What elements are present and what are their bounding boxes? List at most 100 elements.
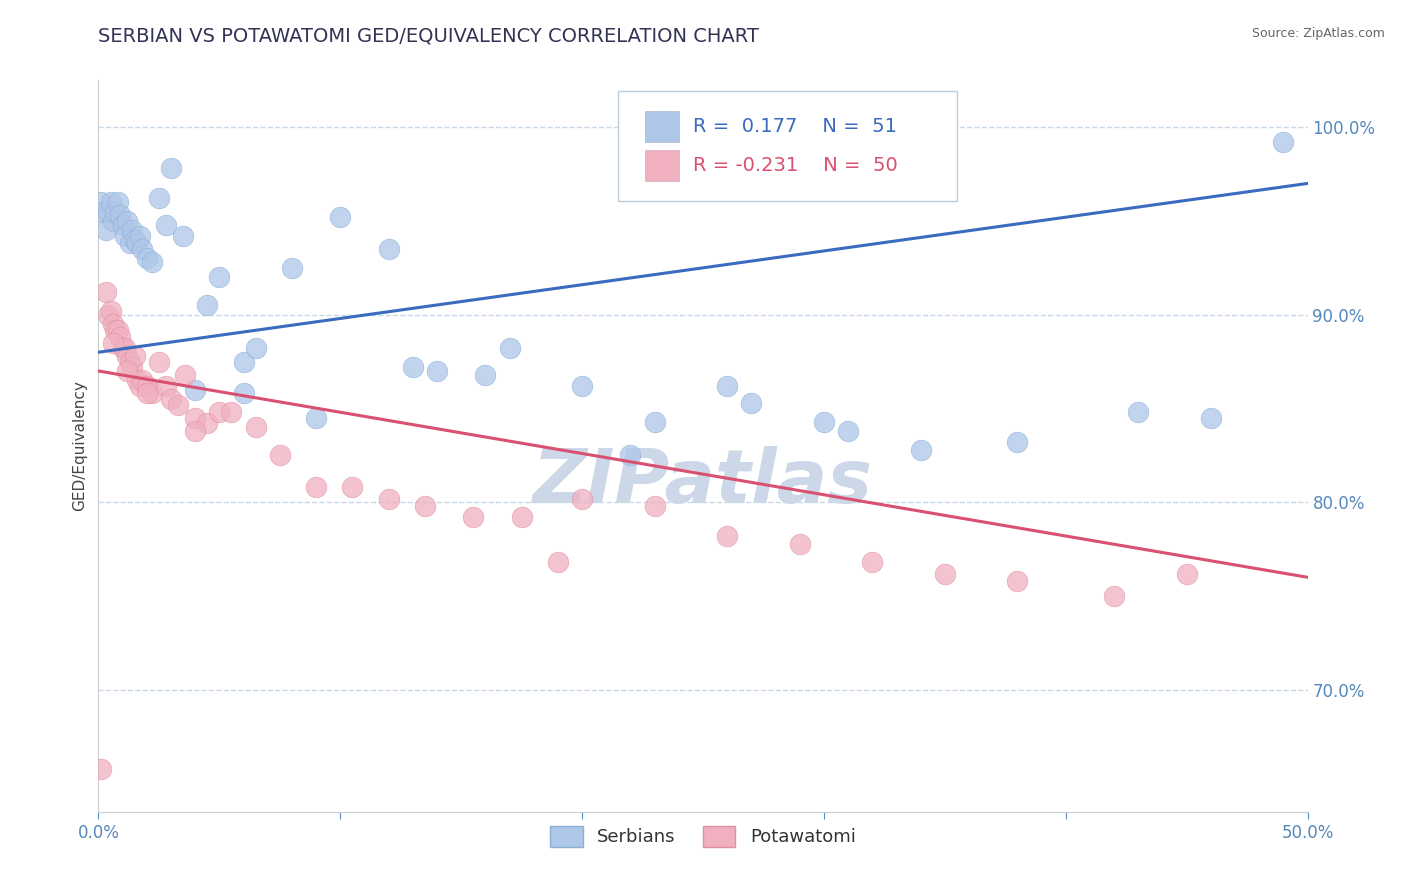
Point [329, 210, 352, 224]
Point [377, 242, 399, 256]
Point [108, 330, 131, 344]
Point [377, 491, 399, 506]
Point [90, 195, 112, 210]
Point [281, 260, 304, 275]
Point [269, 449, 291, 463]
Text: Source: ZipAtlas.com: Source: ZipAtlas.com [1251, 27, 1385, 40]
Point [934, 566, 956, 581]
Point [837, 424, 859, 438]
Point [155, 379, 177, 393]
Point [172, 229, 194, 244]
Point [101, 214, 124, 228]
Point [160, 392, 183, 406]
Text: R =  0.177    N =  51: R = 0.177 N = 51 [693, 117, 897, 136]
Point [245, 342, 267, 356]
Point [114, 342, 136, 356]
Point [740, 396, 762, 410]
Point [571, 491, 593, 506]
Y-axis label: GED/Equivalency: GED/Equivalency [72, 381, 87, 511]
Point [128, 229, 150, 244]
Point [127, 236, 149, 251]
Point [135, 379, 157, 393]
Text: SERBIAN VS POTAWATOMI GED/EQUIVALENCY CORRELATION CHART: SERBIAN VS POTAWATOMI GED/EQUIVALENCY CO… [98, 27, 759, 45]
Point [107, 195, 129, 210]
Point [131, 373, 153, 387]
Point [547, 555, 569, 569]
Point [97, 308, 120, 322]
Point [498, 342, 520, 356]
Point [135, 252, 157, 266]
Point [716, 379, 738, 393]
Point [117, 349, 139, 363]
Point [117, 214, 139, 228]
Point [644, 499, 666, 513]
Point [108, 208, 131, 222]
Point [117, 364, 139, 378]
Point [232, 386, 254, 401]
Point [91, 204, 114, 219]
Point [1175, 566, 1198, 581]
Point [221, 405, 243, 419]
Point [94, 285, 117, 300]
Point [124, 233, 146, 247]
FancyBboxPatch shape [645, 151, 679, 181]
Point [174, 368, 197, 382]
Point [100, 195, 122, 210]
Point [474, 368, 496, 382]
Point [141, 255, 163, 269]
Point [910, 442, 932, 457]
Point [155, 218, 177, 232]
Point [644, 415, 666, 429]
Point [135, 386, 157, 401]
FancyBboxPatch shape [645, 111, 679, 142]
Point [208, 405, 231, 419]
Point [426, 364, 449, 378]
Point [104, 323, 127, 337]
Point [101, 317, 124, 331]
Point [813, 415, 835, 429]
Point [305, 410, 328, 425]
Point [128, 379, 150, 393]
Point [860, 555, 883, 569]
FancyBboxPatch shape [619, 91, 957, 201]
Point [1007, 435, 1029, 450]
Point [124, 349, 146, 363]
Point [195, 298, 218, 312]
Point [184, 424, 207, 438]
Point [184, 410, 207, 425]
Point [342, 480, 364, 494]
Point [127, 373, 149, 387]
Point [131, 242, 153, 256]
Point [97, 204, 120, 219]
Point [619, 449, 641, 463]
Point [402, 360, 425, 375]
Point [245, 420, 267, 434]
Point [118, 236, 141, 251]
Point [195, 417, 218, 431]
Point [94, 223, 117, 237]
Point [789, 536, 811, 550]
Point [104, 204, 127, 219]
Legend: Serbians, Potawatomi: Serbians, Potawatomi [543, 819, 863, 854]
Point [208, 270, 231, 285]
Point [1199, 410, 1222, 425]
Point [111, 218, 134, 232]
Point [1102, 589, 1125, 603]
Text: ZIPatlas: ZIPatlas [533, 446, 873, 519]
Point [90, 762, 112, 776]
Point [1128, 405, 1150, 419]
Point [463, 510, 485, 524]
Point [1007, 574, 1029, 588]
Point [1272, 135, 1295, 149]
Point [101, 335, 124, 350]
Point [114, 229, 136, 244]
Point [141, 386, 163, 401]
Point [571, 379, 593, 393]
Point [107, 323, 129, 337]
Point [305, 480, 328, 494]
Point [118, 354, 141, 368]
Point [716, 529, 738, 543]
Point [232, 354, 254, 368]
Point [148, 354, 170, 368]
Point [510, 510, 533, 524]
